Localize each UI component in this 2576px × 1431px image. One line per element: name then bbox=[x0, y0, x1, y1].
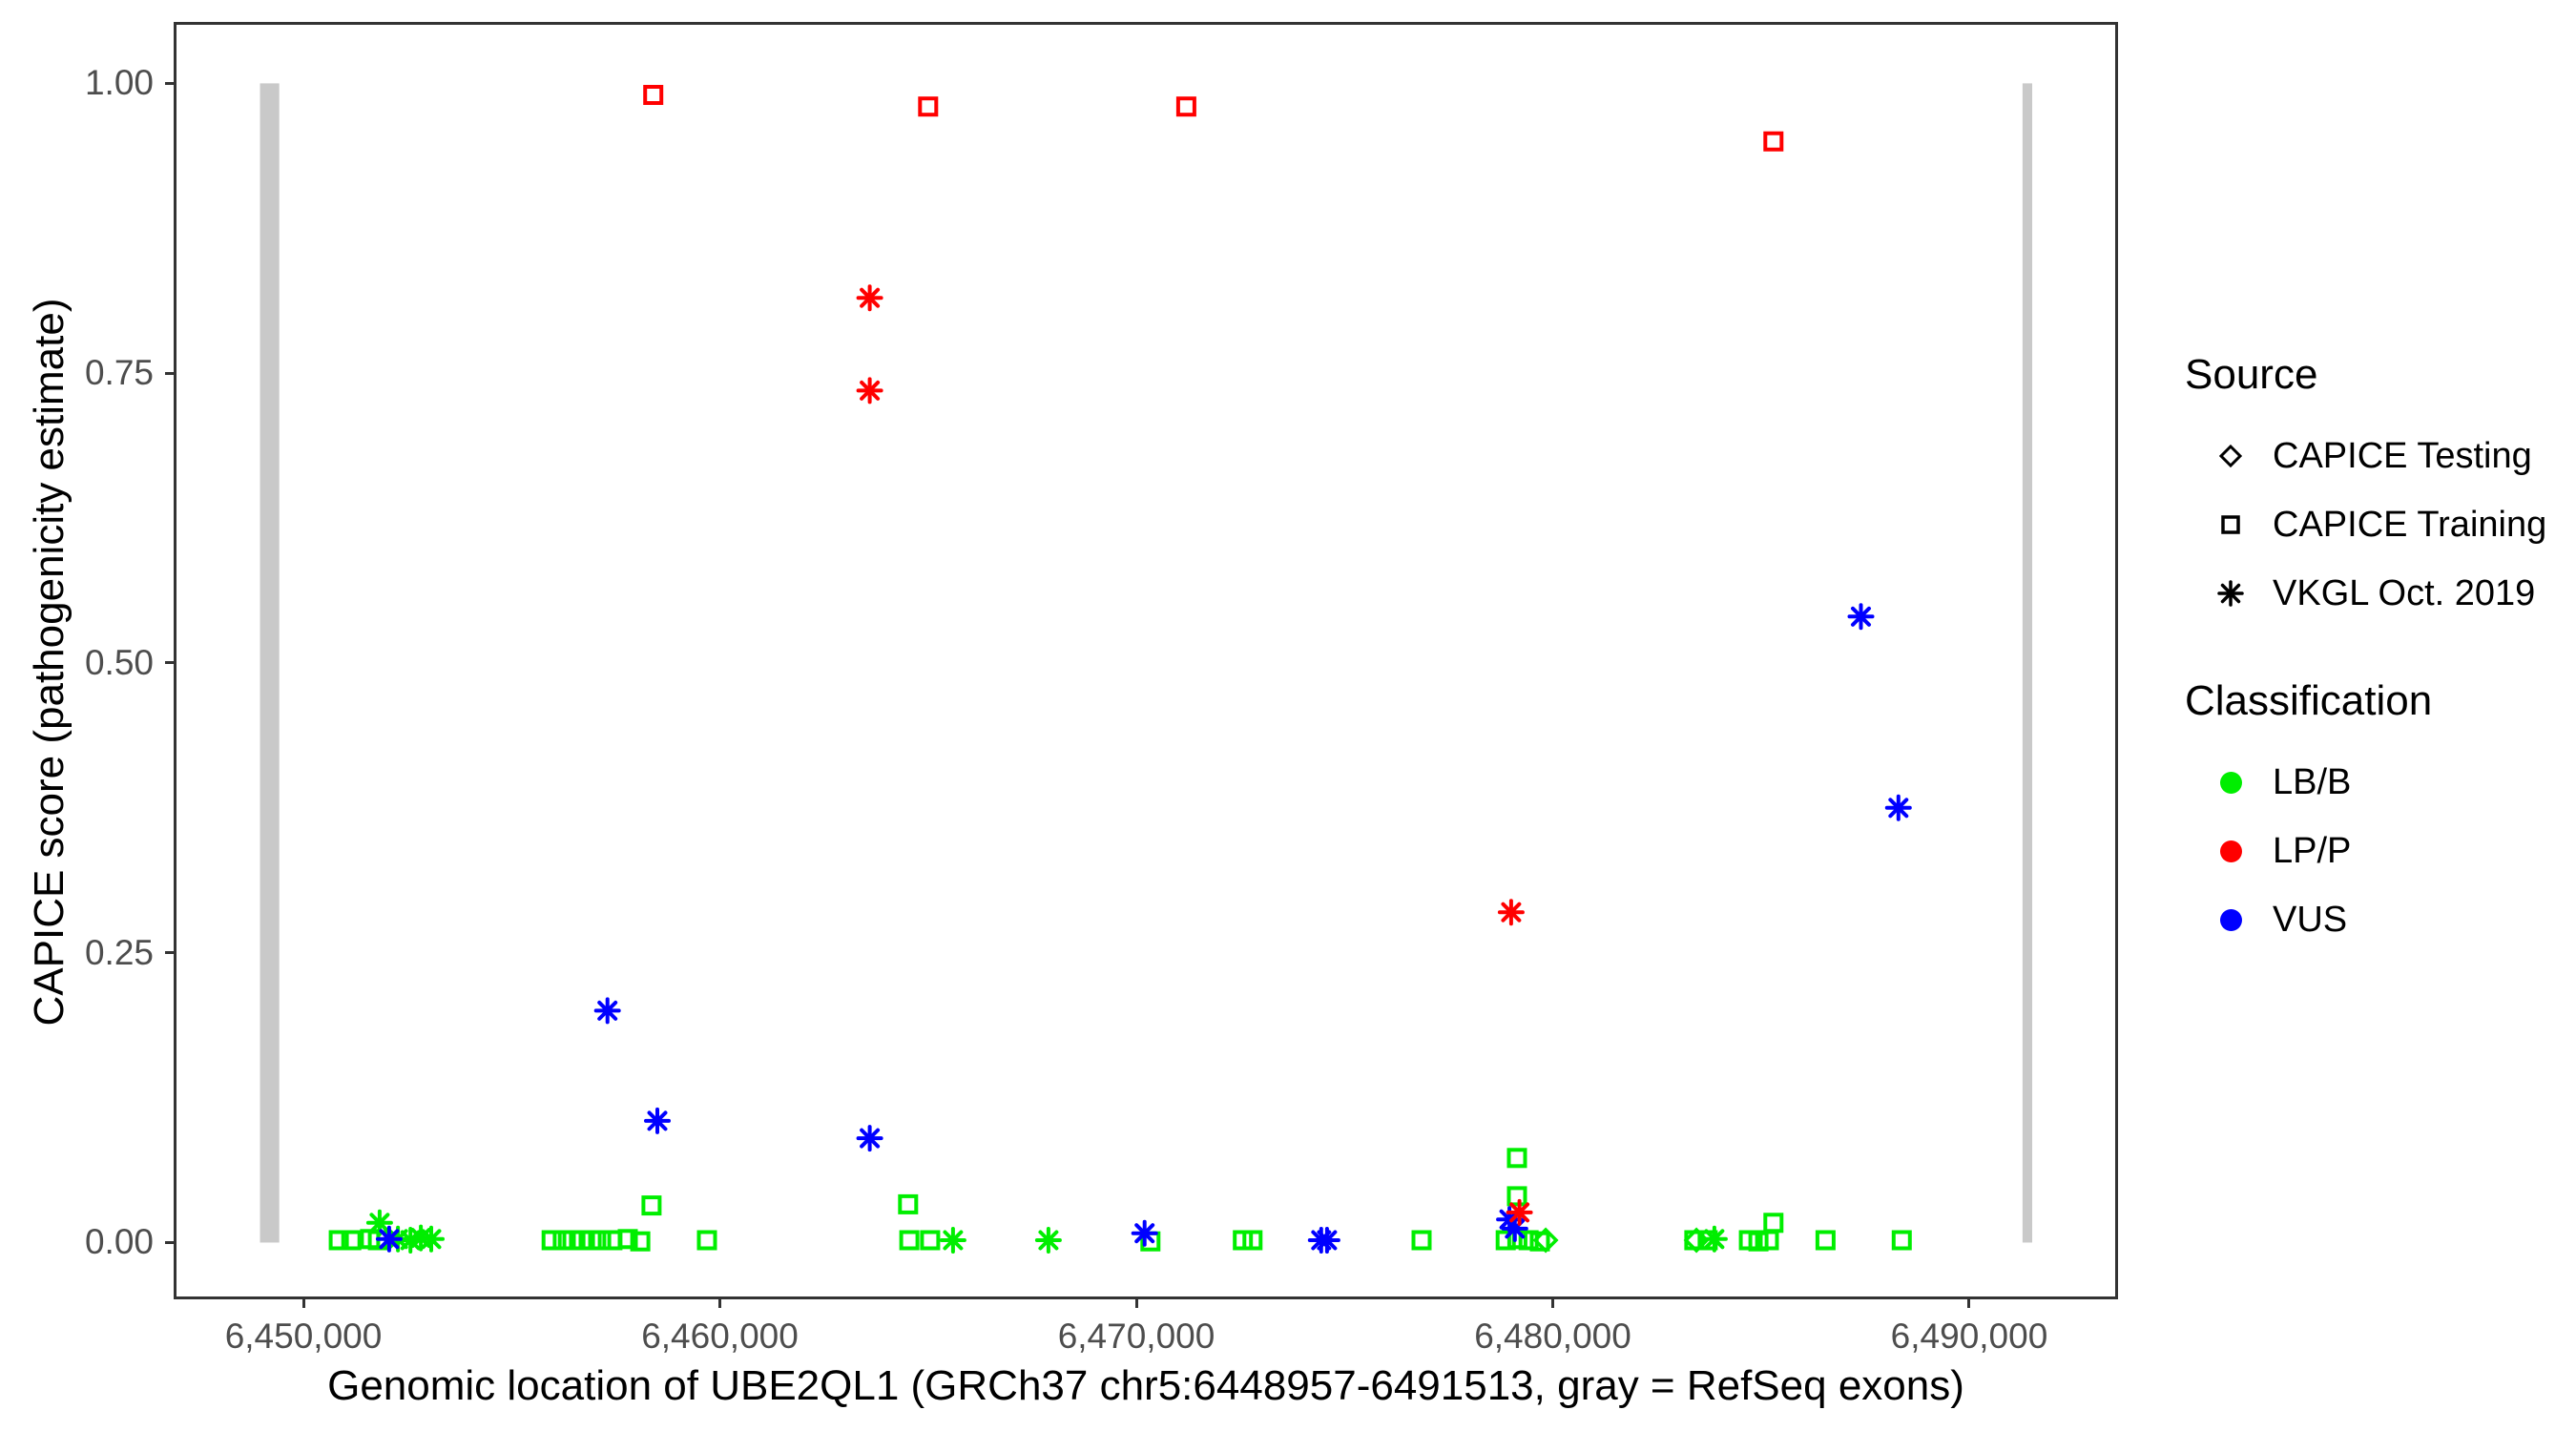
data-point bbox=[856, 377, 883, 404]
x-tick-mark bbox=[1967, 1299, 1971, 1308]
legend-item-classification: LB/B bbox=[2185, 748, 2566, 817]
square-icon bbox=[2221, 515, 2240, 534]
legend-item-label: CAPICE Testing bbox=[2273, 435, 2532, 476]
x-tick-label: 6,460,000 bbox=[641, 1317, 799, 1356]
data-point bbox=[1847, 603, 1875, 631]
data-point bbox=[1175, 96, 1196, 117]
data-point bbox=[918, 96, 939, 117]
diamond-icon bbox=[2218, 444, 2243, 468]
x-tick-mark bbox=[1134, 1299, 1138, 1308]
legend: Source CAPICE Testing CAPICE Training VKGL… bbox=[2185, 351, 2566, 954]
color-dot-icon bbox=[2210, 830, 2252, 872]
data-point bbox=[630, 1231, 651, 1252]
data-point bbox=[341, 1230, 362, 1251]
data-point bbox=[643, 85, 664, 105]
data-point bbox=[328, 1230, 349, 1251]
data-point bbox=[375, 1225, 403, 1253]
data-point bbox=[541, 1230, 562, 1251]
diamond-marker bbox=[2210, 435, 2252, 477]
x-tick-mark bbox=[301, 1299, 305, 1308]
legend-item-label: LB/B bbox=[2273, 761, 2352, 802]
data-point bbox=[898, 1193, 919, 1214]
refseq-exon-bar bbox=[2022, 83, 2033, 1243]
data-point bbox=[1683, 1227, 1710, 1254]
data-point bbox=[856, 284, 883, 312]
legend-item-label: VKGL Oct. 2019 bbox=[2273, 572, 2536, 613]
y-tick-label: 1.00 bbox=[84, 63, 154, 103]
refseq-exon-bar bbox=[260, 83, 280, 1243]
asterisk-icon bbox=[2217, 580, 2244, 607]
data-point bbox=[641, 1195, 662, 1216]
x-tick-label: 6,470,000 bbox=[1057, 1317, 1215, 1356]
data-point bbox=[1763, 1213, 1784, 1234]
y-tick-mark bbox=[165, 951, 174, 955]
y-tick-mark bbox=[165, 371, 174, 375]
data-point bbox=[1506, 1186, 1527, 1207]
color-dot-icon bbox=[2210, 899, 2252, 941]
legend-source-items: CAPICE Testing CAPICE Training VKGL Oct. 2… bbox=[2185, 422, 2566, 628]
data-point bbox=[939, 1227, 966, 1254]
legend-item-label: CAPICE Training bbox=[2273, 504, 2547, 545]
y-tick-mark bbox=[165, 81, 174, 85]
data-point bbox=[856, 1125, 883, 1152]
legend-item-label: VUS bbox=[2273, 899, 2348, 940]
x-tick-mark bbox=[1551, 1299, 1554, 1308]
x-tick-label: 6,490,000 bbox=[1890, 1317, 2048, 1356]
data-point bbox=[1763, 131, 1784, 152]
data-point bbox=[1506, 1198, 1533, 1226]
data-point bbox=[1034, 1227, 1062, 1254]
legend-classification-items: LB/B LP/P VUS bbox=[2185, 748, 2566, 954]
data-point bbox=[1497, 899, 1525, 926]
x-tick-label: 6,480,000 bbox=[1474, 1317, 1631, 1356]
asterisk-marker bbox=[2210, 572, 2252, 614]
data-point bbox=[1242, 1230, 1263, 1251]
data-point bbox=[920, 1230, 941, 1251]
x-tick-mark bbox=[718, 1299, 721, 1308]
data-point bbox=[617, 1229, 638, 1250]
color-dot-icon bbox=[2210, 761, 2252, 803]
data-point bbox=[1532, 1227, 1559, 1254]
y-tick-mark bbox=[165, 661, 174, 665]
legend-item-square: CAPICE Training bbox=[2185, 490, 2566, 559]
data-point bbox=[1815, 1230, 1836, 1251]
data-point bbox=[418, 1225, 445, 1253]
legend-classification-title: Classification bbox=[2185, 677, 2433, 724]
y-tick-label: 0.75 bbox=[84, 353, 154, 393]
y-tick-label: 0.25 bbox=[84, 932, 154, 972]
data-point bbox=[1313, 1227, 1340, 1254]
legend-source-title: Source bbox=[2185, 351, 2318, 398]
y-tick-label: 0.50 bbox=[84, 642, 154, 682]
data-point bbox=[1131, 1219, 1158, 1247]
data-point bbox=[1501, 1214, 1528, 1242]
data-point bbox=[899, 1230, 920, 1251]
x-axis-title: Genomic location of UBE2QL1 (GRCh37 chr5… bbox=[327, 1362, 1964, 1409]
data-point bbox=[1411, 1230, 1432, 1251]
data-point bbox=[696, 1230, 717, 1251]
square-marker bbox=[2210, 504, 2252, 546]
data-point bbox=[593, 997, 621, 1025]
data-point bbox=[591, 1230, 612, 1251]
y-tick-mark bbox=[165, 1240, 174, 1244]
data-point bbox=[1506, 1148, 1527, 1169]
legend-item-asterisk: VKGL Oct. 2019 bbox=[2185, 559, 2566, 628]
legend-item-classification: LP/P bbox=[2185, 817, 2566, 885]
data-point bbox=[1884, 794, 1912, 821]
x-tick-label: 6,450,000 bbox=[224, 1317, 383, 1356]
legend-item-diamond: CAPICE Testing bbox=[2185, 422, 2566, 490]
legend-item-label: LP/P bbox=[2273, 830, 2352, 871]
y-tick-label: 0.00 bbox=[84, 1222, 154, 1262]
plot-panel bbox=[174, 22, 2118, 1299]
data-point bbox=[1748, 1231, 1769, 1252]
data-point bbox=[644, 1107, 671, 1134]
data-point bbox=[1891, 1230, 1912, 1251]
legend-item-classification: VUS bbox=[2185, 885, 2566, 954]
plot-area-svg bbox=[260, 83, 2033, 1254]
data-point bbox=[1700, 1225, 1728, 1253]
